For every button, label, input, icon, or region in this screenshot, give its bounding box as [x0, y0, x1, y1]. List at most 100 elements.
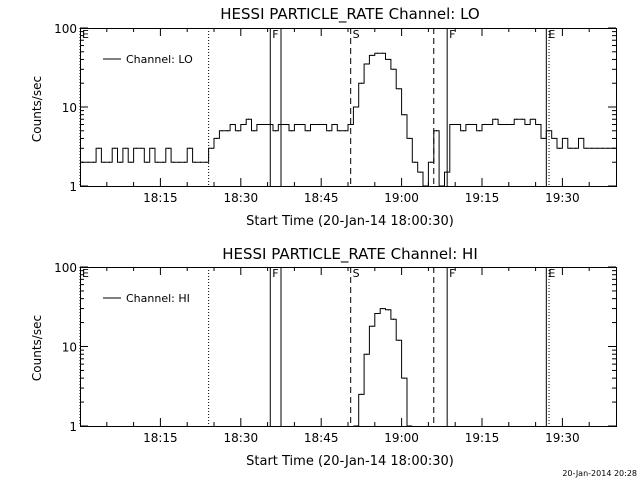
marker-label: F: [272, 28, 278, 41]
legend: Channel: LO: [103, 53, 193, 66]
data-point: [489, 123, 491, 126]
data-point: [553, 137, 555, 140]
data-point: [291, 130, 293, 132]
data-point: [108, 161, 111, 163]
marker-label: F: [449, 267, 455, 280]
data-point: [505, 123, 507, 126]
panel-hi: HESSI PARTICLE_RATE Channel: HI Counts/s…: [30, 245, 617, 469]
data-point: [532, 118, 534, 120]
data-point: [366, 63, 368, 65]
data-point: [612, 147, 614, 149]
data-point: [500, 123, 502, 126]
data-point: [103, 161, 105, 163]
y-axis-label: Counts/sec: [30, 76, 44, 142]
marker-label: S: [353, 267, 360, 280]
x-tick-label: 18:45: [304, 431, 339, 445]
data-point: [382, 52, 384, 54]
x-tick-label: 18:15: [143, 191, 178, 205]
data-point: [178, 161, 180, 163]
x-tick-label: 18:15: [143, 431, 178, 445]
data-point: [114, 147, 116, 149]
marker-label: F: [449, 28, 455, 41]
y-tick-label: 10: [62, 341, 77, 355]
data-point: [183, 161, 186, 163]
footer-timestamp: 20-Jan-2014 20:28: [562, 469, 637, 478]
data-point: [124, 147, 127, 149]
data-point: [473, 123, 475, 126]
data-point: [478, 130, 480, 132]
data-point: [548, 130, 550, 132]
y-tick-label: 1: [69, 180, 77, 194]
data-point: [355, 106, 357, 108]
data-point: [275, 130, 277, 132]
data-point: [446, 171, 448, 173]
x-tick-label: 19:30: [545, 191, 580, 205]
data-point: [392, 318, 395, 320]
marker-label: E: [82, 28, 89, 41]
data-point: [387, 58, 389, 61]
data-point: [607, 147, 609, 149]
data-point: [119, 161, 121, 163]
marker-label: E: [82, 267, 89, 280]
x-tick-label: 19:30: [545, 431, 580, 445]
data-point: [280, 123, 282, 126]
data-point: [462, 130, 464, 132]
data-point: [596, 147, 598, 149]
plot-frame: [80, 267, 617, 427]
data-point: [360, 393, 362, 395]
data-point: [580, 137, 582, 140]
data-point: [526, 123, 529, 126]
data-point: [575, 147, 577, 149]
data-point: [344, 130, 346, 132]
chart-title: HESSI PARTICLE_RATE Channel: HI: [222, 245, 478, 264]
x-tick-label: 18:30: [224, 191, 259, 205]
data-point: [130, 161, 132, 163]
data-point: [602, 147, 604, 149]
data-point: [328, 130, 330, 132]
data-point: [189, 147, 191, 149]
data-point: [323, 123, 325, 126]
data-point: [398, 88, 400, 90]
x-axis-label: Start Time (20-Jan-14 18:00:30): [246, 214, 454, 229]
legend-label: Channel: HI: [126, 292, 190, 305]
panel-lo: HESSI PARTICLE_RATE Channel: LO Counts/s…: [30, 5, 617, 229]
data-point: [366, 353, 368, 355]
x-tick-label: 19:15: [465, 431, 500, 445]
x-tick-label: 18:30: [224, 431, 259, 445]
y-axis-label: Counts/sec: [30, 315, 44, 381]
data-point: [569, 147, 572, 149]
data-point: [146, 161, 148, 163]
data-point: [151, 147, 153, 149]
data-point: [157, 161, 159, 163]
data-point: [92, 161, 94, 163]
data-point: [253, 130, 255, 132]
data-point: [510, 123, 513, 126]
data-point: [360, 82, 362, 84]
data-point: [210, 147, 212, 149]
series-line: [80, 52, 616, 187]
data-point: [135, 147, 137, 149]
data-point: [521, 118, 523, 120]
data-point: [457, 123, 459, 126]
data-point: [141, 147, 143, 149]
data-point: [516, 118, 518, 120]
data-point: [403, 377, 405, 379]
data-point: [237, 130, 239, 132]
data-point: [494, 118, 496, 120]
data-point: [564, 137, 566, 140]
data-point: [559, 147, 561, 149]
data-point: [591, 147, 593, 149]
data-point: [585, 147, 588, 149]
data-point: [301, 123, 304, 126]
data-point: [312, 123, 314, 126]
data-point: [226, 130, 228, 132]
data-point: [162, 161, 164, 163]
marker-label: E: [548, 28, 555, 41]
marker-label: S: [353, 28, 360, 41]
data-point: [414, 161, 416, 163]
data-point: [403, 114, 405, 116]
data-point: [285, 123, 287, 126]
y-tick-label: 1: [69, 420, 77, 434]
series-line: [353, 308, 413, 427]
x-tick-label: 18:45: [304, 191, 339, 205]
